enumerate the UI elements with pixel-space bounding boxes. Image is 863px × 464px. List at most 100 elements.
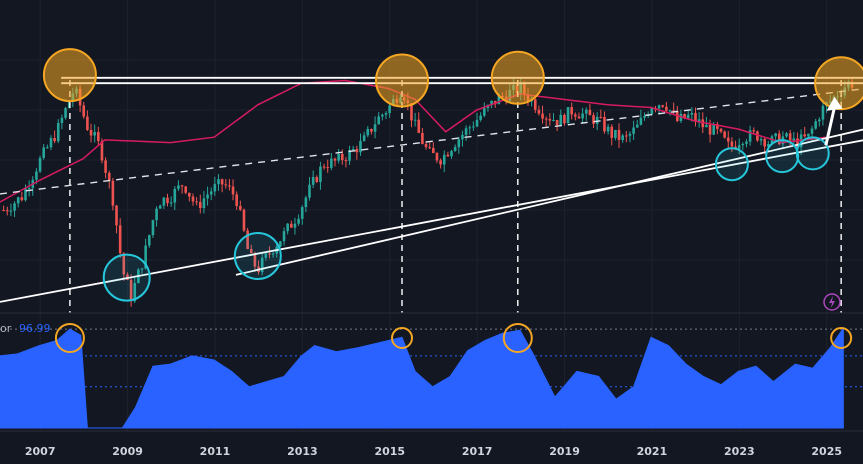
candle-body [100,141,104,161]
x-tick-label: 2017 [462,445,493,458]
candle-body [450,151,453,157]
alert-icon[interactable] [823,293,841,311]
candle-body [38,157,42,172]
candle-body [13,203,16,211]
indicator-orange-circle [54,323,85,353]
candle-body [672,110,675,112]
candle-body [158,205,162,209]
candle-body [388,105,391,114]
candle-body [756,131,759,141]
candle-body [27,188,31,190]
candle-body [308,184,311,198]
candle-body [639,117,643,125]
x-axis: 2007 2009 2011 2013 2015 2017 2019 2021 2023 2025 [25,445,842,458]
highlight-circles [42,48,863,302]
candle-body [479,115,482,120]
candle-body [366,128,370,136]
candle-body [665,106,668,111]
cyan-circle [765,139,800,174]
candle-body [206,194,209,199]
candle-body [625,135,628,137]
x-tick-label: 2015 [374,445,405,458]
candle-body [242,209,246,231]
candle-body [541,113,544,119]
candle-body [723,131,726,138]
indicator-orange-circle [830,327,853,349]
x-tick-label: 2023 [724,445,755,458]
candle-body [326,167,330,169]
candle-body [86,116,89,130]
candle-body [348,150,351,161]
candle-body [315,177,319,182]
candle-body [603,116,606,132]
candle-body [814,121,817,129]
candle-body [118,225,122,254]
candle-body [89,129,93,136]
candle-body [432,147,435,154]
candle-body [93,132,96,136]
candle-body [635,124,639,128]
candle-body [64,108,67,118]
candle-body [435,153,439,161]
candle-body [377,116,381,125]
candle-body [759,139,763,141]
candle-body [697,119,701,122]
cyan-circle [233,232,282,280]
candle-body [705,124,708,128]
candle-body [239,205,242,210]
candle-body [559,114,563,126]
candle-body [279,241,282,247]
candle-body [35,171,38,180]
candle-body [785,133,788,137]
candle-body [788,133,792,141]
candle-body [661,105,665,107]
candle-body [268,253,271,255]
candle-body [482,108,486,116]
candle-body [53,138,56,142]
candle-body [497,95,501,105]
candle-body [340,153,344,161]
candle-body [777,133,781,145]
trendline [0,139,863,303]
candle-body [60,117,64,124]
candle-body [533,99,537,110]
x-tick-label: 2013 [287,445,318,458]
candle-body [209,191,213,195]
candle-body [712,124,716,135]
candle-body [67,101,71,109]
candle-body [144,245,147,269]
candle-body [752,130,756,132]
candle-body [169,202,173,204]
candle-body [803,134,807,137]
candle-body [599,116,603,118]
candle-body [690,112,694,115]
candle-body [413,119,417,121]
candle-body [82,105,86,117]
candle-body [191,196,195,202]
candle-body [319,166,322,182]
candle-body [337,153,340,161]
candle-body [147,235,151,246]
candle-body [719,128,723,132]
candle-body [464,128,468,135]
candle-body [767,144,770,147]
trendline [235,128,863,276]
x-tick-label: 2021 [637,445,668,458]
orange-circle [814,56,863,111]
x-tick-label: 2011 [200,445,231,458]
candle-body [544,118,548,120]
candle-body [184,186,188,193]
candle-body [293,223,297,228]
cyan-circle [102,253,151,302]
candle-body [351,148,355,151]
candle-body [683,113,686,119]
candle-body [220,179,224,185]
vertical-dashed-lines [69,80,842,313]
candle-body [632,127,635,134]
candle-body [796,138,799,148]
candle-body [748,130,752,142]
orange-circle [42,48,97,103]
candle-body [173,188,177,203]
candle-body [330,158,333,168]
